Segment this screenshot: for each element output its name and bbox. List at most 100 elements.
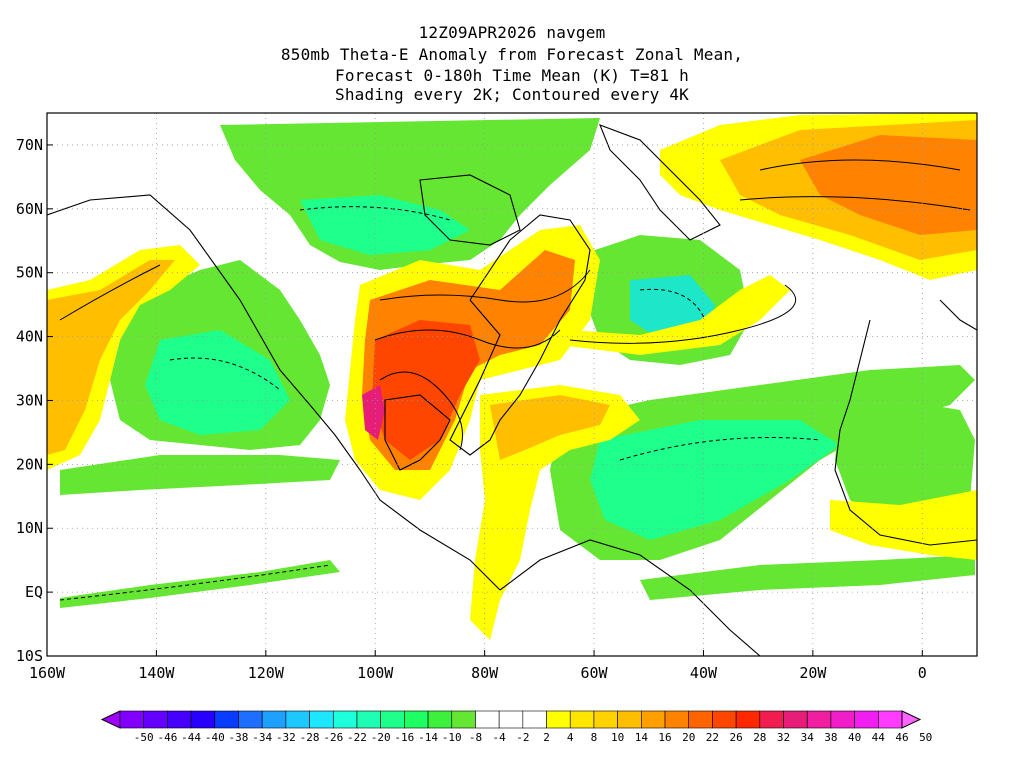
colorbar-swatch [522,710,547,729]
colorbar-swatch [475,710,500,729]
colorbar-swatch [735,710,761,729]
lat-tick-label: EQ [25,583,43,601]
colorbar-swatch [261,710,287,729]
colorbar-swatch [214,710,239,729]
negative-band-equatorial-pacific [60,560,340,608]
colorbar-tick-label: -32 [276,731,296,744]
colorbar-tick-label: -22 [347,731,367,744]
colorbar-swatch [332,710,358,729]
colorbar-swatch [143,710,168,729]
positive-anomaly-caribbean-strong [490,395,610,460]
longitude-labels: 160W 140W 120W 100W 80W 60W 40W 20W 0 [29,664,927,682]
lon-tick-label: 60W [581,664,609,682]
colorbar-tick-label: -46 [157,731,177,744]
colorbar-swatch [830,710,855,729]
colorbar-tick-label: -14 [418,731,438,744]
coastline-north-america-east [449,214,591,456]
negative-band-south-atlantic [640,555,975,600]
coastline-gulf [384,394,451,471]
colorbar-swatch [593,710,618,729]
colorbar-swatch [688,710,713,729]
colorbar-min-arrow [100,710,121,729]
positive-anomaly-west-africa [830,490,977,560]
colorbar-tick-label: 26 [729,731,742,744]
coastline-north-america-west [47,194,501,591]
lat-tick-label: 30N [16,391,43,409]
lon-tick-label: 140W [138,664,175,682]
colorbar-tick-label: 40 [848,731,861,744]
contour-solid-1 [379,269,591,303]
lat-tick-label: 20N [16,455,43,473]
axis-ticks [46,144,923,657]
colorbar-tick-label: -28 [300,731,320,744]
contour-dashed-2 [169,357,281,391]
colorbar-swatch [569,710,595,729]
positive-anomaly-extreme-core [362,385,385,440]
colorbar-swatch [712,710,737,729]
lon-tick-label: 20W [799,664,827,682]
latitude-labels: 10S EQ 10N 20N 30N 40N 50N 60N 70N [16,136,43,665]
colorbar-swatch [664,710,690,729]
contour-dashed-4 [619,437,821,461]
colorbar-swatch [759,710,784,729]
colorbar-tick-label: -50 [134,731,154,744]
colorbar-swatch [427,710,453,729]
negative-anomaly-ne-pacific-core [145,330,290,435]
colorbar-swatch [167,710,192,729]
colorbar-tick-label: 2 [543,731,550,744]
contour-solid-5 [739,196,971,211]
negative-anomaly-canada [220,118,600,270]
colorbar-tick-label: 50 [919,731,932,744]
colorbar-swatch [404,710,429,729]
colorbar-swatch [380,710,405,729]
lon-tick-label: 0 [918,664,927,682]
colorbar-tick-label: -34 [252,731,272,744]
colorbar-swatch [285,710,310,729]
colorbar-tick-label: 16 [658,731,671,744]
colorbar-max-arrow [901,710,922,729]
colorbar-tick-label: 22 [706,731,719,744]
colorbar-swatch [498,710,524,729]
colorbar-tick-label: -2 [516,731,529,744]
colorbar-tick-label: 10 [611,731,624,744]
title-line-1: 12Z09APR2026 navgem [418,23,606,42]
positive-plume-mid-atlantic [560,275,790,355]
contour-lines [59,159,971,601]
colorbar-tick-label: 28 [753,731,766,744]
plot-frame [46,112,978,657]
colorbar-tick-label: -26 [323,731,343,744]
colorbar-tick-label: -20 [371,731,391,744]
colorbar-tick-label: 34 [801,731,815,744]
lat-tick-label: 60N [16,200,43,218]
contour-solid-7 [569,284,797,344]
lat-tick-label: 40N [16,328,43,346]
colorbar-tick-label: 44 [872,731,886,744]
contour-dashed-5 [59,564,331,601]
colorbar-swatch [451,710,476,729]
contour-solid-6 [59,264,161,321]
lon-tick-label: 80W [471,664,499,682]
lon-tick-label: 120W [248,664,285,682]
contour-solid-2 [374,329,561,349]
negative-anomaly-tropical-atlantic-core [590,420,840,540]
coastline-africa [834,319,977,546]
lat-tick-label: 10N [16,519,43,537]
colorbar-swatch [190,710,216,729]
contour-dashed-3 [639,288,706,321]
colorbar-tick-label: -10 [442,731,462,744]
colorbar [100,710,922,729]
title-line-4: Shading every 2K; Contoured every 4K [335,85,689,104]
lon-tick-label: 160W [29,664,66,682]
contour-solid-4 [759,159,961,171]
colorbar-swatch [878,710,903,729]
colorbar-swatch [119,710,144,729]
colorbar-tick-label: 32 [777,731,790,744]
lat-tick-label: 10S [16,647,43,665]
negative-anomaly-canada-core [300,195,470,255]
coastline-greenland [599,124,721,241]
lat-tick-label: 70N [16,136,43,154]
lon-tick-label: 40W [690,664,718,682]
colorbar-swatch [641,710,666,729]
colorbar-tick-label: -38 [229,731,249,744]
